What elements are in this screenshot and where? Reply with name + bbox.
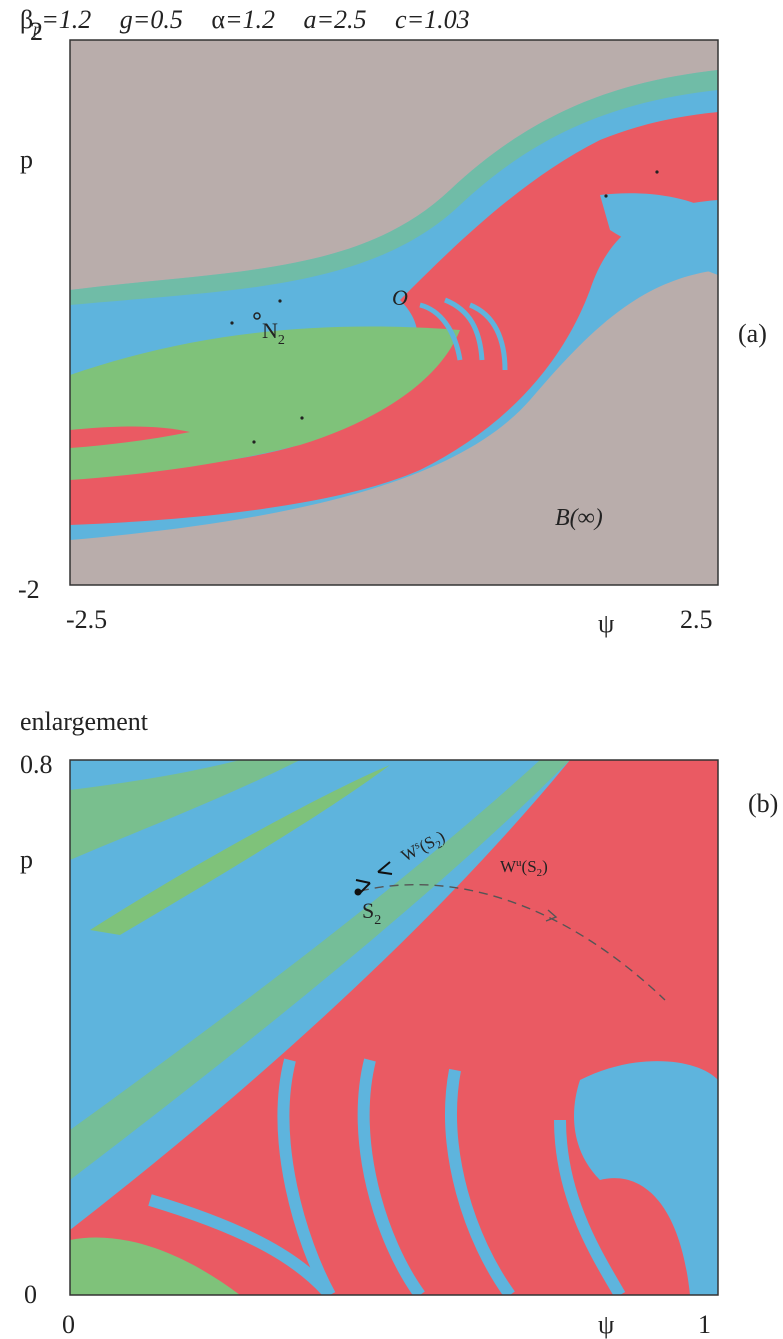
x-tick-label: 2.5 xyxy=(680,605,713,634)
annotation-sub: 2 xyxy=(278,333,285,348)
y-tick-label: -2 xyxy=(18,575,40,604)
annotation-sup: u xyxy=(516,857,522,869)
annotation-text: S xyxy=(362,898,374,923)
y-tick-label: 0.8 xyxy=(20,750,53,779)
param-symbol: c xyxy=(395,5,407,34)
param-sub: p xyxy=(32,21,41,38)
panel-label: (a) xyxy=(738,319,767,348)
y-tick-label: 0 xyxy=(24,1280,37,1309)
annotation-sub: 2 xyxy=(537,867,543,879)
annotation-sub: 2 xyxy=(434,838,444,851)
annotation: S2 xyxy=(362,898,381,928)
x-axis-label: ψ xyxy=(598,1310,614,1339)
y-axis-label: p xyxy=(20,145,33,174)
x-tick-label: -2.5 xyxy=(66,605,107,634)
param-value: =1.03 xyxy=(407,5,470,34)
annotation-text: (S xyxy=(522,857,537,876)
frame xyxy=(69,759,719,1296)
basin-plot-a xyxy=(70,40,718,585)
param-symbol: g xyxy=(120,5,133,34)
panel-label: (b) xyxy=(748,789,778,818)
y-axis-label: p xyxy=(20,845,33,874)
annotation: B(∞) xyxy=(555,505,603,531)
annotation-text: W xyxy=(500,857,517,876)
parameters: βp=1.2 g=0.5 α=1.2 a=2.5 c=1.03 xyxy=(20,5,470,38)
y-tick-label: 2 xyxy=(30,17,43,46)
panel-title: enlargement xyxy=(20,707,149,736)
annotation-sub: 2 xyxy=(374,913,381,928)
annotation-sup: s xyxy=(412,839,421,852)
param-value: =2.5 xyxy=(317,5,367,34)
basin-plot-b xyxy=(70,760,718,1295)
x-axis-label: ψ xyxy=(598,609,614,638)
frame xyxy=(69,39,719,586)
param-symbol: β xyxy=(20,5,33,34)
annotation-text: N xyxy=(262,318,278,343)
param-symbol: α xyxy=(211,5,225,34)
param-value: =1.2 xyxy=(41,5,91,34)
annotation: O xyxy=(392,285,408,310)
param-value: =1.2 xyxy=(225,5,275,34)
annotation: N2 xyxy=(262,318,285,348)
annotation: Wu(S2) xyxy=(500,857,548,879)
x-tick-label: 1 xyxy=(698,1310,711,1339)
annotation-text: ) xyxy=(542,857,548,876)
x-tick-label: 0 xyxy=(62,1310,75,1339)
param-value: =0.5 xyxy=(133,5,183,34)
param-symbol: a xyxy=(304,5,317,34)
